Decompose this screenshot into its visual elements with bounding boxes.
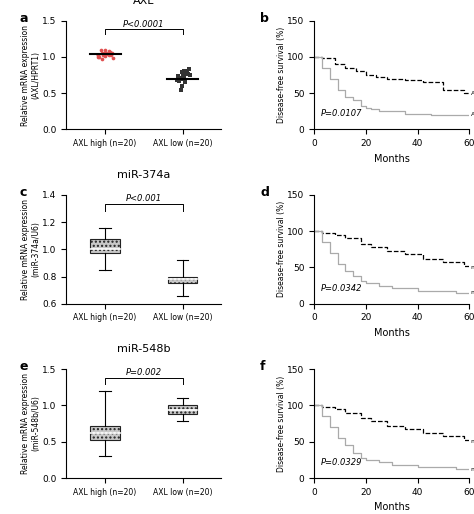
Y-axis label: Relative mRNA expression
(miR-374a/U6): Relative mRNA expression (miR-374a/U6) [21, 199, 41, 300]
Bar [91, 239, 120, 253]
Bar [91, 426, 120, 440]
Y-axis label: Disease-free survival (%): Disease-free survival (%) [277, 375, 286, 472]
Point [185, 65, 193, 74]
Point [182, 78, 189, 86]
Point [100, 51, 107, 60]
Text: AXL low (n=20): AXL low (n=20) [471, 90, 474, 96]
Point [108, 50, 115, 59]
Point [180, 69, 187, 77]
Point [179, 68, 186, 76]
Point [106, 50, 113, 59]
Point [177, 74, 184, 82]
Text: P=0.002: P=0.002 [126, 368, 162, 377]
Text: P<0.001: P<0.001 [126, 194, 162, 203]
X-axis label: Months: Months [374, 502, 410, 512]
Y-axis label: Relative mRNA expression
(AXL/HPRT1): Relative mRNA expression (AXL/HPRT1) [21, 25, 41, 125]
Point [174, 73, 182, 81]
Point [175, 77, 183, 85]
Point [98, 55, 105, 63]
Point [177, 85, 184, 94]
Point [98, 49, 106, 58]
X-axis label: Months: Months [374, 328, 410, 338]
Point [186, 71, 193, 79]
Point [94, 51, 101, 60]
Text: P<0.0001: P<0.0001 [123, 20, 164, 29]
Point [97, 46, 104, 54]
Point [95, 53, 102, 61]
Text: AXL high (n=20): AXL high (n=20) [471, 113, 474, 118]
Point [180, 71, 188, 80]
Point [173, 76, 181, 84]
Point [95, 50, 102, 59]
Title: miR-374a: miR-374a [117, 170, 171, 180]
Title: AXL: AXL [133, 0, 155, 6]
Point [100, 48, 108, 57]
Point [178, 82, 186, 90]
Title: miR-548b: miR-548b [117, 344, 171, 355]
Point [179, 72, 187, 81]
Text: P=0.0107: P=0.0107 [320, 109, 362, 118]
Text: miR-374a high (n=20): miR-374a high (n=20) [471, 265, 474, 270]
Bar [168, 277, 197, 283]
Text: miR-548b low (n=20): miR-548b low (n=20) [471, 467, 474, 472]
Point [106, 48, 114, 56]
Point [174, 71, 182, 80]
Point [183, 66, 191, 75]
Point [105, 47, 112, 55]
Point [100, 51, 108, 60]
Text: c: c [20, 186, 27, 199]
Text: f: f [260, 360, 265, 373]
Text: P=0.0342: P=0.0342 [320, 284, 362, 292]
Text: miR-548b high (n=20): miR-548b high (n=20) [471, 439, 474, 444]
Point [101, 52, 109, 60]
Text: a: a [20, 12, 28, 25]
Point [178, 75, 186, 83]
X-axis label: Months: Months [374, 154, 410, 164]
Point [184, 70, 191, 79]
Text: b: b [260, 12, 269, 25]
Point [95, 53, 102, 61]
Point [182, 69, 190, 78]
Text: P=0.0329: P=0.0329 [320, 458, 362, 467]
Point [108, 48, 116, 57]
Text: miR-374a low (n=20): miR-374a low (n=20) [471, 290, 474, 296]
Y-axis label: Relative mRNA expression
(miR-548b/U6): Relative mRNA expression (miR-548b/U6) [21, 373, 41, 474]
Point [102, 49, 109, 58]
Y-axis label: Disease-free survival (%): Disease-free survival (%) [277, 27, 286, 123]
Y-axis label: Disease-free survival (%): Disease-free survival (%) [277, 201, 286, 298]
Point [109, 53, 116, 62]
Point [180, 67, 188, 76]
Text: d: d [260, 186, 269, 199]
Point [176, 75, 183, 83]
Point [101, 46, 109, 54]
Point [104, 50, 112, 58]
Text: e: e [20, 360, 28, 373]
Bar [168, 406, 197, 414]
